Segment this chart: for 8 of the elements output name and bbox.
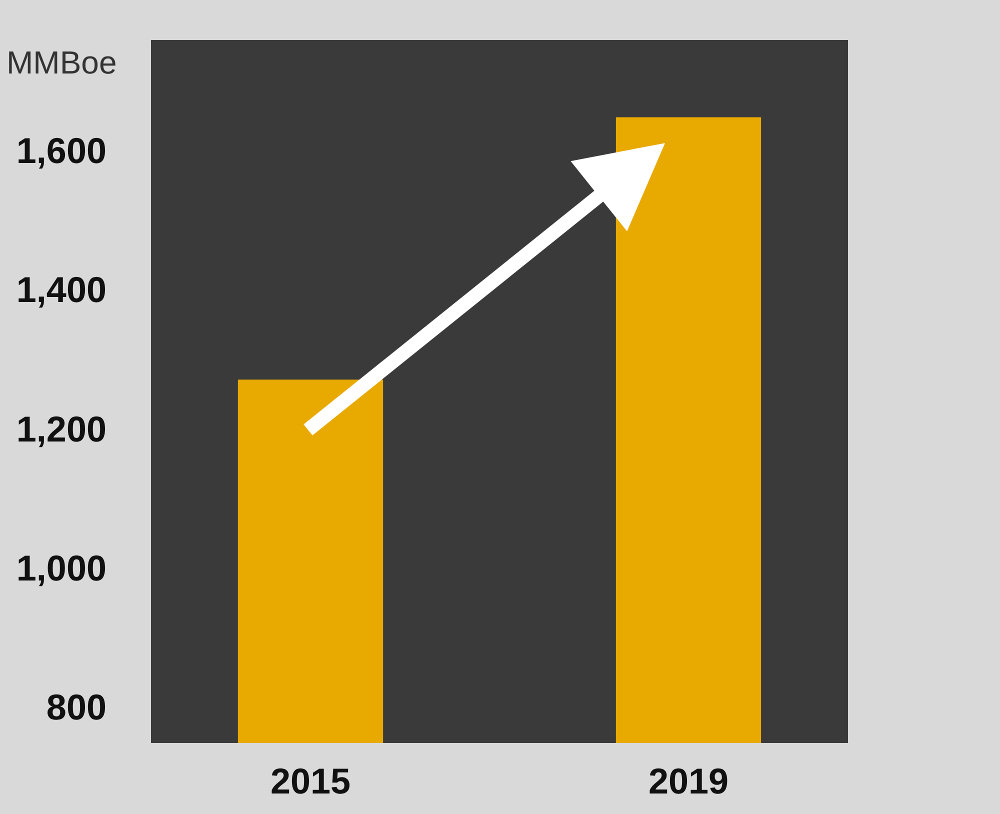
y-tick-label: 1,000: [16, 547, 106, 588]
y-tick-label: 1,600: [16, 130, 106, 171]
y-tick-label: 800: [46, 686, 106, 728]
x-tick-label: 2019: [648, 760, 729, 802]
y-tick-label: 1,400: [16, 269, 106, 310]
y-tick-label: 1,200: [16, 408, 106, 450]
x-tick-label: 2015: [270, 760, 351, 802]
y-axis-title: MMBoe: [6, 44, 117, 80]
